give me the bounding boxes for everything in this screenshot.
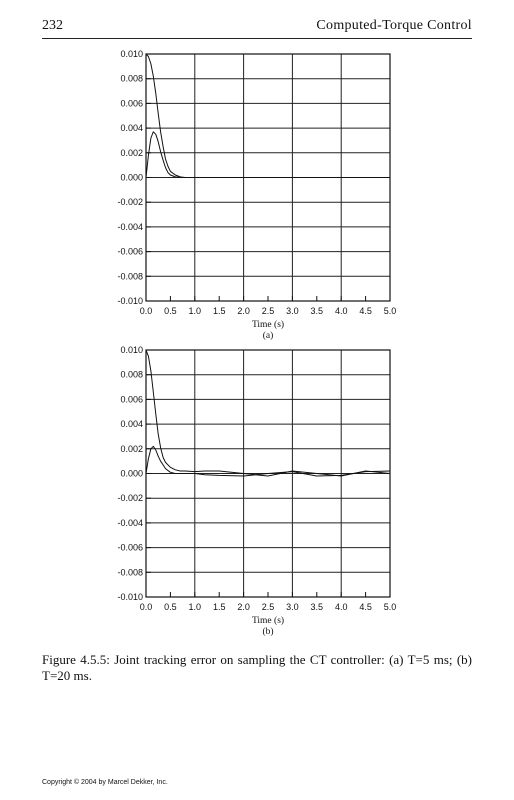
x-tick-label: 2.5 <box>262 306 275 316</box>
x-tick-label: 4.5 <box>359 306 372 316</box>
y-tick-label: 0.002 <box>120 444 143 454</box>
series-line <box>145 131 390 178</box>
page-header: 232 Computed-Torque Control <box>42 18 472 40</box>
x-tick-label: 3.5 <box>311 306 324 316</box>
series-line <box>145 445 391 477</box>
x-tick-label: 3.0 <box>286 306 299 316</box>
x-tick-label: 1.0 <box>189 602 202 612</box>
x-tick-label: 1.0 <box>189 306 202 316</box>
x-tick-label: 5.0 <box>384 602 397 612</box>
y-tick-label: 0.008 <box>120 74 143 84</box>
figure-caption: Figure 4.5.5: Joint tracking error on sa… <box>42 652 472 683</box>
y-tick-label: -0.004 <box>117 518 143 528</box>
y-tick-label: 0.004 <box>120 123 143 133</box>
x-tick-label: 2.0 <box>237 602 250 612</box>
x-tick-label: 4.0 <box>335 306 348 316</box>
y-tick-label: -0.008 <box>117 567 143 577</box>
header-rule <box>42 38 472 39</box>
y-tick-label: 0.010 <box>120 49 143 59</box>
series-line <box>145 53 390 178</box>
y-tick-label: -0.002 <box>117 197 143 207</box>
x-tick-label: 0.5 <box>164 602 177 612</box>
y-tick-label: -0.008 <box>117 271 143 281</box>
x-tick-label: 2.0 <box>237 306 250 316</box>
x-tick-label: 1.5 <box>213 306 226 316</box>
y-tick-label: 0.006 <box>120 98 143 108</box>
x-tick-label: 0.5 <box>164 306 177 316</box>
x-tick-label: 0.0 <box>140 306 153 316</box>
running-title: Computed-Torque Control <box>316 18 472 33</box>
x-axis-label: Time (s) <box>252 319 284 330</box>
chart-b: 0.0 0.5 1.0 1.5 2.0 2.5 3.0 3.5 4.0 4.5 5.0 0.010 0.… <box>117 345 397 637</box>
x-axis-label: Time (s) <box>252 615 284 626</box>
y-tick-label: 0.004 <box>120 419 143 429</box>
x-tick-label: 2.5 <box>262 602 275 612</box>
x-tick-label: 3.5 <box>311 602 324 612</box>
y-tick-label: 0.010 <box>120 345 143 355</box>
y-tick-label: -0.010 <box>117 592 143 602</box>
x-tick-label: 3.0 <box>286 602 299 612</box>
y-tick-label: 0.000 <box>120 469 143 479</box>
x-tick-label: 0.0 <box>140 602 153 612</box>
y-tick-label: 0.008 <box>120 370 143 380</box>
copyright-notice: Copyright © 2004 by Marcel Dekker, Inc. <box>42 779 168 786</box>
x-tick-label: 5.0 <box>384 306 397 316</box>
y-tick-label: 0.000 <box>120 173 143 183</box>
x-tick-label: 4.0 <box>335 602 348 612</box>
series-line <box>145 349 391 477</box>
page-number: 232 <box>42 18 63 33</box>
y-tick-label: -0.006 <box>117 247 143 257</box>
y-tick-label: -0.010 <box>117 296 143 306</box>
y-tick-label: -0.004 <box>117 222 143 232</box>
y-tick-label: 0.006 <box>120 394 143 404</box>
panel-label: (b) <box>262 626 273 637</box>
y-tick-label: -0.002 <box>117 493 143 503</box>
y-tick-label: -0.006 <box>117 543 143 553</box>
y-tick-label: 0.002 <box>120 148 143 158</box>
chart-a: 0.0 0.5 1.0 1.5 2.0 2.5 3.0 3.5 4.0 4.5 5.0 0.010 0.… <box>117 49 397 341</box>
panel-label: (a) <box>263 330 274 341</box>
grid-lines <box>146 54 390 301</box>
x-tick-label: 1.5 <box>213 602 226 612</box>
x-tick-label: 4.5 <box>359 602 372 612</box>
